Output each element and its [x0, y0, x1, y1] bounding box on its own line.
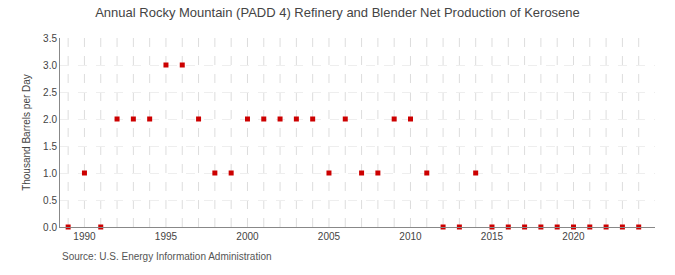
svg-text:2.5: 2.5 [43, 87, 57, 98]
svg-text:0.5: 0.5 [43, 195, 57, 206]
svg-text:3.5: 3.5 [43, 33, 57, 44]
svg-text:3.0: 3.0 [43, 60, 57, 71]
svg-text:2015: 2015 [481, 231, 504, 242]
svg-text:2010: 2010 [399, 231, 422, 242]
svg-text:2.0: 2.0 [43, 114, 57, 125]
svg-text:0.0: 0.0 [43, 222, 57, 233]
svg-text:Source: U.S. Energy Informatio: Source: U.S. Energy Information Administ… [62, 251, 272, 262]
svg-text:1990: 1990 [73, 231, 96, 242]
svg-text:1995: 1995 [155, 231, 178, 242]
svg-text:Thousand Barrels per Day: Thousand Barrels per Day [21, 74, 32, 191]
svg-text:2000: 2000 [236, 231, 259, 242]
svg-text:1.0: 1.0 [43, 168, 57, 179]
svg-text:Annual Rocky Mountain (PADD 4): Annual Rocky Mountain (PADD 4) Refinery … [95, 5, 580, 20]
svg-text:2005: 2005 [318, 231, 341, 242]
svg-text:1.5: 1.5 [43, 141, 57, 152]
svg-text:2020: 2020 [562, 231, 585, 242]
